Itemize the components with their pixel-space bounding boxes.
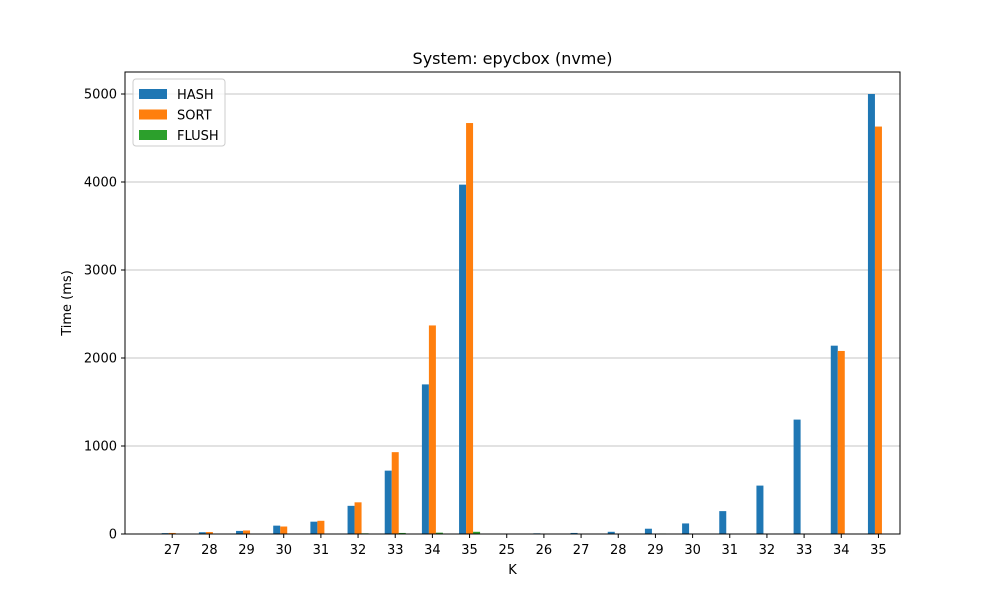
chart-title: System: epycbox (nvme): [413, 49, 613, 68]
x-tick-label: 32: [759, 543, 776, 558]
y-tick-label: 0: [109, 528, 117, 543]
y-tick-label: 1000: [84, 440, 117, 455]
axis-ticks: 0 1000 2000 3000 4000 5000 27 28 29 30 31 32 33 34 35 2…: [84, 88, 887, 559]
x-tick-label: 34: [833, 543, 850, 558]
y-tick-label: 2000: [84, 352, 117, 367]
x-tick-label: 34: [424, 543, 441, 558]
legend-label-sort: SORT: [177, 109, 212, 124]
bar-sort: [466, 123, 474, 534]
x-tick-label: 28: [610, 543, 627, 558]
bar-hash: [607, 531, 615, 534]
plot-area-frame: [124, 71, 901, 535]
bar-hash: [198, 532, 206, 534]
bar-hash: [644, 528, 652, 534]
bars: [161, 94, 882, 534]
x-axis-label: K: [508, 563, 517, 578]
bar-flush: [473, 531, 481, 534]
bar-flush: [398, 532, 406, 534]
x-tick-label: 25: [498, 543, 515, 558]
bar-sort: [354, 502, 362, 534]
x-tick-label: 33: [796, 543, 813, 558]
x-tick-label: 31: [721, 543, 738, 558]
bar-hash: [384, 470, 392, 534]
x-tick-label: 27: [164, 543, 181, 558]
bar-hash: [682, 523, 690, 534]
bar-hash: [347, 505, 355, 534]
legend: HASH SORT FLUSH: [132, 78, 226, 147]
bar-flush: [435, 532, 443, 534]
bar-sort: [391, 452, 399, 534]
bar-sort: [205, 532, 213, 534]
bar-hash: [719, 511, 727, 534]
bar-sort: [168, 532, 176, 534]
x-tick-label: 32: [350, 543, 367, 558]
bar-sort: [874, 126, 882, 534]
y-tick-label: 5000: [84, 88, 117, 103]
y-axis-label: Time (ms): [60, 270, 75, 337]
x-tick-label: 31: [313, 543, 330, 558]
bar-hash: [421, 384, 429, 534]
gridlines: [125, 93, 900, 447]
x-tick-label: 35: [870, 543, 887, 558]
legend-swatch-flush: [139, 130, 167, 140]
legend-label-hash: HASH: [177, 88, 214, 103]
bar-sort: [243, 530, 251, 534]
bar-sort: [428, 325, 436, 534]
y-tick-label: 4000: [84, 176, 117, 191]
x-tick-label: 35: [461, 543, 478, 558]
x-tick-label: 29: [238, 543, 255, 558]
legend-swatch-hash: [139, 89, 167, 99]
legend-swatch-sort: [139, 109, 167, 120]
bar-hash: [793, 419, 801, 534]
bar-hash: [867, 94, 875, 534]
bar-hash: [830, 345, 838, 534]
bar-sort: [317, 520, 325, 534]
x-tick-label: 30: [275, 543, 292, 558]
y-tick-label: 3000: [84, 264, 117, 279]
bar-sort: [837, 350, 845, 534]
x-tick-label: 29: [647, 543, 664, 558]
x-tick-label: 27: [573, 543, 590, 558]
bar-hash: [236, 530, 244, 534]
bar-hash: [459, 184, 467, 534]
bar-hash: [273, 525, 281, 534]
bar-sort: [280, 526, 288, 534]
legend-label-flush: FLUSH: [177, 129, 219, 144]
x-tick-label: 26: [536, 543, 553, 558]
bar-hash: [756, 485, 764, 534]
bar-hash: [570, 532, 578, 534]
x-tick-label: 30: [684, 543, 701, 558]
x-tick-label: 28: [201, 543, 218, 558]
x-tick-label: 33: [387, 543, 404, 558]
bar-hash: [310, 521, 318, 534]
